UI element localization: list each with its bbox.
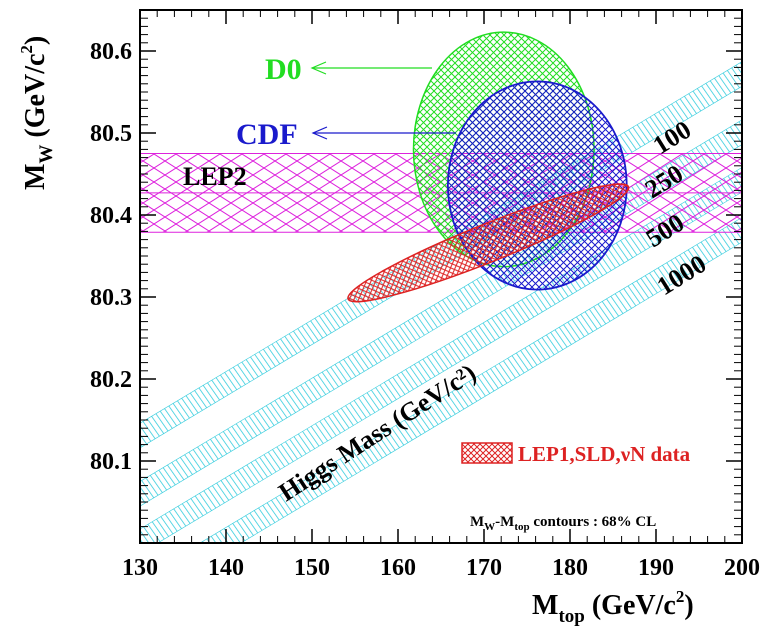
x-tick-label: 130 <box>122 555 158 581</box>
lep1-contour <box>347 183 630 303</box>
axis-ticks: 130 140 150 160 170 180 190 200 80.1 80.2 80.3 80.4… <box>90 10 760 581</box>
x-tick-label: 180 <box>552 555 588 581</box>
contours <box>347 31 630 303</box>
cdf-label: CDF <box>236 118 298 151</box>
y-tick-label: 80.6 <box>90 39 132 65</box>
x-tick-label: 140 <box>208 555 244 581</box>
higgs-band-1000 <box>199 217 742 543</box>
d0-label: D0 <box>265 53 302 86</box>
y-tick-label: 80.4 <box>90 203 132 229</box>
plot-frame <box>139 9 743 544</box>
x-tick-label: 160 <box>380 555 416 581</box>
x-tick-label: 170 <box>466 555 502 581</box>
y-tick-label: 80.1 <box>90 449 132 475</box>
contour-annotation: MW-Mtop contours : 68% CL <box>470 514 656 533</box>
x-axis-title: Mtop (GeV/c2) <box>532 587 694 627</box>
y-tick-label: 80.2 <box>90 367 132 393</box>
cdf-arrow-head <box>311 126 328 140</box>
y-axis-title: MW (GeV/c2) <box>17 36 57 190</box>
x-tick-label: 150 <box>294 555 330 581</box>
lep1-legend-swatch <box>461 442 513 464</box>
lep1-legend-label: LEP1,SLD,νN data <box>518 442 691 466</box>
lep2-label: LEP2 <box>183 162 247 191</box>
x-tick-label: 200 <box>724 555 760 581</box>
d0-arrow-head <box>310 61 327 75</box>
x-tick-label: 190 <box>638 555 674 581</box>
y-tick-label: 80.3 <box>90 285 132 311</box>
y-tick-label: 80.5 <box>90 121 132 147</box>
